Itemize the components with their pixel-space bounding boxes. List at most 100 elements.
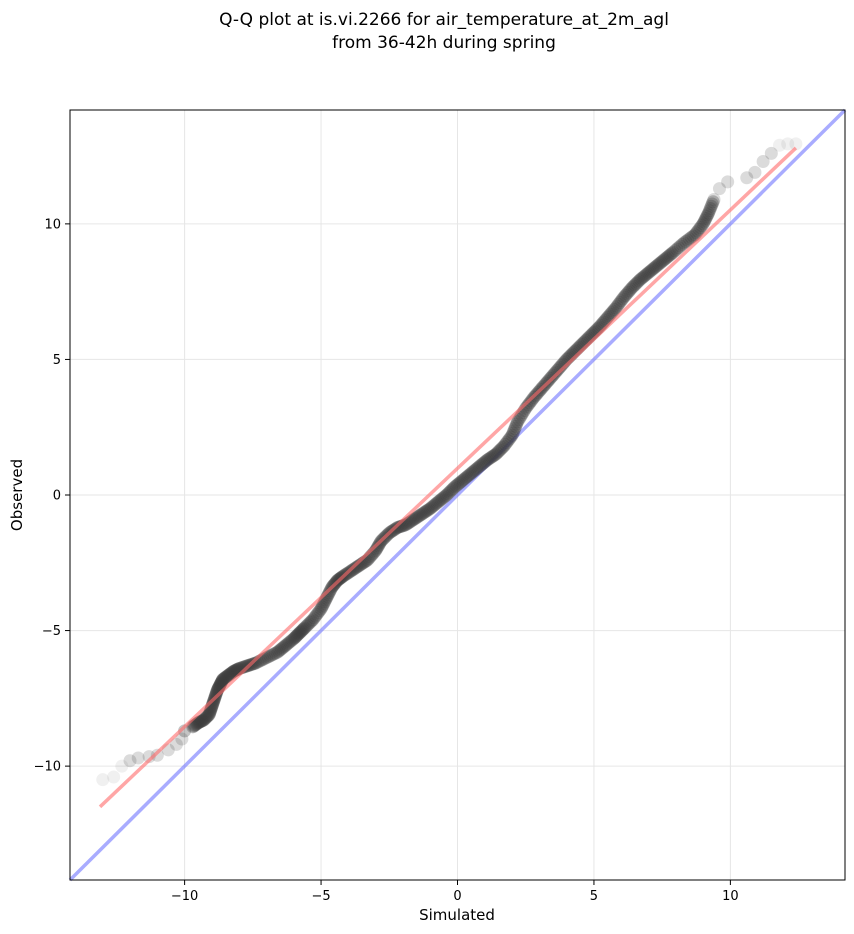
- quantile-point: [287, 632, 301, 646]
- reference-lines: [68, 108, 847, 882]
- quantile-point: [123, 754, 137, 768]
- quantile-point: [407, 512, 421, 526]
- quantile-point: [261, 650, 275, 664]
- quantile-point: [445, 483, 459, 497]
- quantile-point: [508, 422, 522, 436]
- quantile-point: [464, 466, 478, 480]
- quantile-point: [457, 472, 471, 486]
- quantile-point: [435, 491, 449, 505]
- quantile-point: [418, 505, 432, 519]
- quantile-point: [621, 285, 635, 299]
- quantile-point: [602, 309, 616, 323]
- quantile-point: [348, 561, 362, 575]
- quantile-point: [203, 706, 217, 720]
- quantile-point: [684, 230, 698, 244]
- quantile-point: [455, 474, 469, 488]
- identity-line: [68, 108, 847, 882]
- quantile-point: [483, 451, 497, 465]
- quantile-point: [655, 254, 669, 268]
- quantile-point: [622, 284, 636, 298]
- quantile-point: [446, 481, 460, 495]
- quantile-point: [452, 476, 466, 490]
- quantile-point: [220, 669, 234, 683]
- quantile-point: [295, 624, 309, 638]
- quantile-point: [419, 504, 433, 518]
- x-tick-label: 10: [722, 889, 739, 904]
- quantile-point: [404, 514, 418, 528]
- quantile-point: [677, 236, 691, 250]
- quantile-point: [628, 278, 642, 292]
- quantile-point: [225, 666, 239, 680]
- quantile-point: [550, 364, 564, 378]
- quantile-point: [637, 269, 651, 283]
- quantile-point: [688, 228, 702, 242]
- quantile-point: [489, 447, 503, 461]
- quantile-point: [416, 506, 430, 520]
- quantile-point: [697, 215, 711, 229]
- quantile-point: [689, 226, 703, 240]
- quantile-point: [481, 453, 495, 467]
- quantile-point: [316, 598, 330, 612]
- quantile-point: [659, 251, 673, 265]
- quantile-point: [478, 455, 492, 469]
- quantile-point: [551, 362, 565, 376]
- quantile-point: [303, 615, 317, 629]
- quantile-point: [505, 428, 519, 442]
- quantile-point: [617, 290, 631, 304]
- quantile-point: [706, 195, 720, 209]
- quantile-point: [686, 229, 700, 243]
- quantile-point: [321, 587, 335, 601]
- quantile-point: [624, 282, 638, 296]
- quantile-point: [193, 715, 207, 729]
- quantile-point: [781, 137, 795, 151]
- quantile-point: [695, 219, 709, 233]
- quantile-point: [169, 737, 183, 751]
- quantile-point: [370, 540, 384, 554]
- quantile-point: [696, 217, 710, 231]
- quantile-point: [646, 262, 660, 276]
- quantile-point: [283, 635, 297, 649]
- quantile-point: [702, 206, 716, 220]
- quantile-point: [191, 716, 205, 730]
- quantile-point: [773, 138, 787, 152]
- quantile-points: [96, 137, 803, 809]
- quantile-point: [238, 660, 252, 674]
- quantile-point: [627, 279, 641, 293]
- quantile-point: [314, 602, 328, 616]
- quantile-point: [644, 263, 658, 277]
- quantile-point: [216, 672, 230, 686]
- quantile-point: [289, 630, 303, 644]
- quantile-point: [470, 462, 484, 476]
- quantile-point: [294, 624, 308, 638]
- quantile-point: [629, 277, 643, 291]
- quantile-point: [201, 709, 215, 723]
- quantile-point: [482, 452, 496, 466]
- quantile-point: [704, 199, 718, 213]
- quantile-point: [411, 510, 425, 524]
- quantile-point: [276, 641, 290, 655]
- x-tick-label: 5: [590, 889, 598, 904]
- quantile-point: [265, 648, 279, 662]
- quantile-point: [703, 202, 717, 216]
- quantile-point: [410, 511, 424, 525]
- quantile-point: [351, 559, 365, 573]
- quantile-point: [423, 502, 437, 516]
- quantile-point: [506, 426, 520, 440]
- quantile-point: [460, 470, 474, 484]
- quantile-point: [609, 301, 623, 315]
- quantile-point: [601, 310, 615, 324]
- quantile-point: [618, 288, 632, 302]
- chart-title-line-2: from 36-42h during spring: [332, 33, 556, 53]
- quantile-point: [309, 609, 323, 623]
- quantile-point: [471, 461, 485, 475]
- quantile-point: [347, 562, 361, 576]
- y-tick-label: 0: [53, 489, 61, 504]
- quantile-point: [297, 622, 311, 636]
- quantile-point: [701, 208, 715, 222]
- quantile-point: [226, 665, 240, 679]
- quantile-point: [672, 241, 686, 255]
- quantile-point: [721, 175, 735, 189]
- quantile-point: [202, 708, 216, 722]
- quantile-point: [289, 629, 303, 643]
- chart-title: Q-Q plot at is.vi.2266 for air_temperatu…: [219, 10, 669, 53]
